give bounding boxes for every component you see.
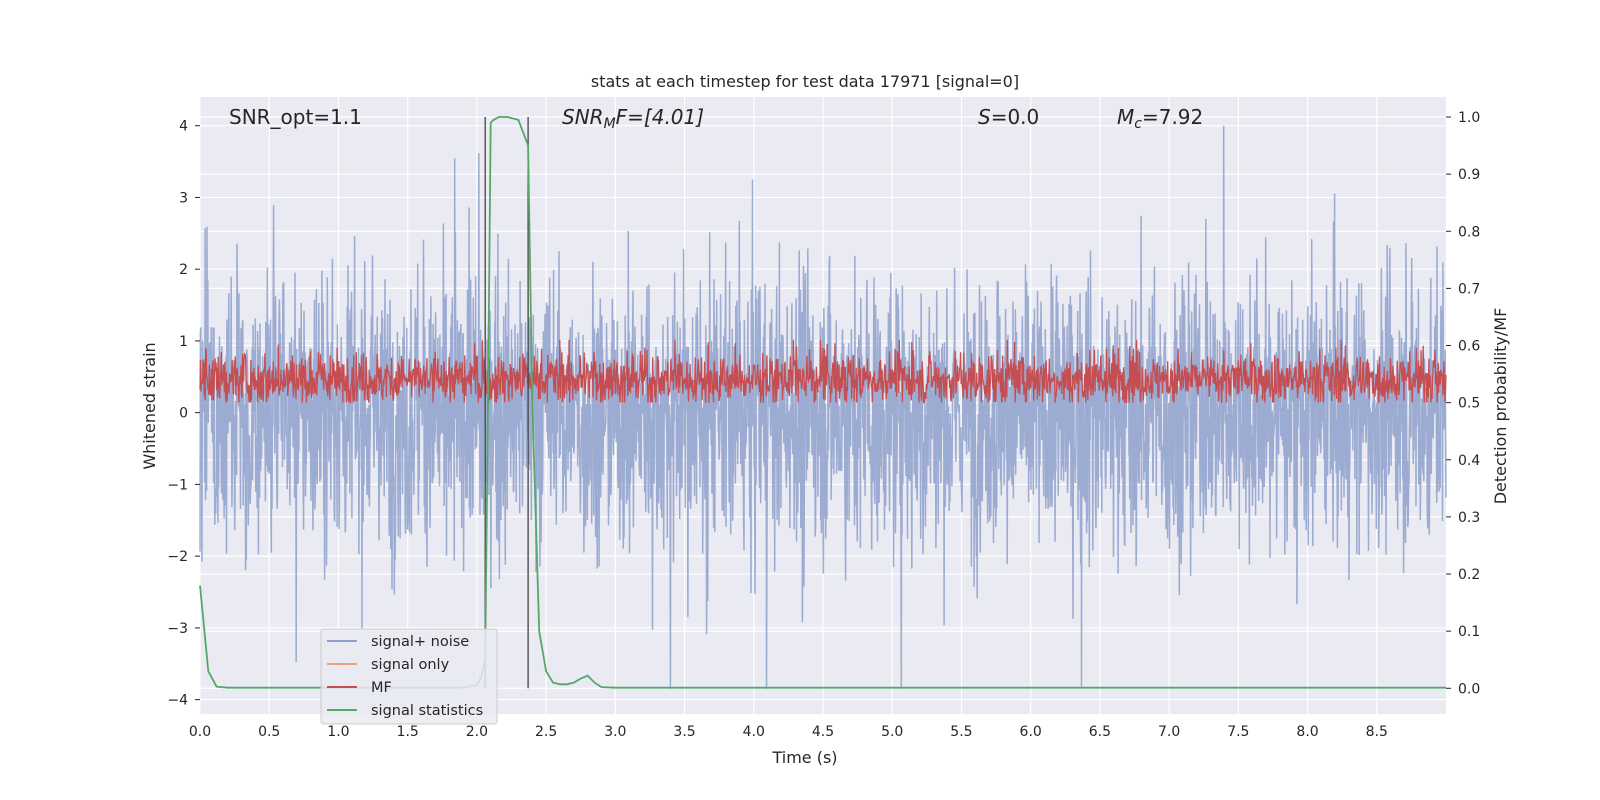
x-axis-label: Time (s) — [771, 748, 837, 767]
annotation-s-rest: =0.0 — [991, 105, 1040, 129]
y-axis-label-right: Detection probability/MF — [1491, 308, 1510, 505]
x-tick-label: 5.0 — [881, 724, 903, 740]
annotation-s-main: S — [978, 105, 991, 129]
x-tick-label: 3.5 — [673, 724, 695, 740]
x-tick-label: 6.0 — [1020, 724, 1042, 740]
y-right-tick-label: 0.3 — [1458, 510, 1480, 526]
annotation-s: S=0.0 — [978, 105, 1039, 129]
x-tick-label: 1.5 — [397, 724, 419, 740]
y-right-tick-label: 0.4 — [1458, 453, 1480, 469]
y-left-tick-label: −3 — [167, 621, 188, 637]
annotation-mc-rest: =7.92 — [1142, 105, 1203, 129]
x-tick-label: 4.0 — [743, 724, 765, 740]
legend-label-mf: MF — [371, 680, 392, 696]
line-signal-plus-noise — [199, 125, 1447, 689]
y-left-tick-label: 2 — [179, 262, 188, 278]
y-axis-label-left: Whitened strain — [140, 342, 159, 469]
y-right-tick-label: 0.9 — [1458, 167, 1480, 183]
series-mf — [199, 339, 1447, 404]
annotation-snr-mf-rest: F=[4.01] — [616, 105, 704, 129]
x-tick-label: 8.0 — [1296, 724, 1318, 740]
x-tick-label: 2.5 — [535, 724, 557, 740]
legend-label-signal-only: signal only — [371, 657, 450, 673]
y-left-tick-label: 3 — [179, 190, 188, 206]
x-tick-label: 7.0 — [1158, 724, 1180, 740]
y-right-tick-label: 0.0 — [1458, 681, 1480, 697]
annotation-snr-mf-sub: M — [604, 116, 616, 132]
y-right-tick-label: 0.2 — [1458, 567, 1480, 583]
x-tick-label: 2.0 — [466, 724, 488, 740]
x-tick-label: 7.5 — [1227, 724, 1249, 740]
annotation-snr-opt: SNR_opt=1.1 — [229, 105, 362, 129]
axis-ticks: 0.0 0.5 1.0 1.5 2.0 2.5 3.0 3.5 4.0 4.5 5.0 5.5 6.0 6… — [167, 110, 1480, 740]
x-tick-label: 0.5 — [258, 724, 280, 740]
legend: signal+ noise signal only MF signal stat… — [320, 628, 498, 725]
y-left-tick-label: 1 — [179, 334, 188, 350]
chart-title: stats at each timestep for test data 179… — [591, 72, 1019, 91]
y-left-tick-label: −1 — [167, 477, 188, 493]
annotation-mc-sub: c — [1134, 116, 1142, 132]
legend-label-signal-statistics: signal statistics — [371, 703, 483, 719]
y-right-tick-label: 1.0 — [1458, 110, 1480, 126]
y-right-tick-label: 0.7 — [1458, 281, 1480, 297]
y-left-tick-label: −4 — [167, 693, 188, 709]
line-mf — [199, 339, 1447, 404]
y-right-tick-label: 0.8 — [1458, 224, 1480, 240]
series-signal-plus-noise — [199, 125, 1447, 689]
legend-label-signal-plus-noise: signal+ noise — [371, 634, 469, 650]
annotation-snr-mf: SNRMF=[4.01] — [562, 105, 704, 132]
x-tick-label: 0.0 — [189, 724, 211, 740]
x-tick-label: 3.0 — [604, 724, 626, 740]
x-tick-label: 1.0 — [327, 724, 349, 740]
y-left-tick-label: 4 — [179, 119, 188, 135]
x-tick-label: 8.5 — [1366, 724, 1388, 740]
x-tick-label: 4.5 — [812, 724, 834, 740]
x-tick-label: 5.5 — [950, 724, 972, 740]
y-left-tick-label: −2 — [167, 549, 188, 565]
legend-box — [320, 628, 498, 725]
y-right-tick-label: 0.1 — [1458, 624, 1480, 640]
x-tick-label: 6.5 — [1089, 724, 1111, 740]
annotation-mc: Mc=7.92 — [1117, 105, 1203, 132]
annotation-mc-main: M — [1117, 105, 1134, 129]
y-right-tick-label: 0.6 — [1458, 339, 1480, 355]
annotation-snr-mf-main: SNR — [562, 105, 604, 129]
y-right-tick-label: 0.5 — [1458, 396, 1480, 412]
y-left-tick-label: 0 — [179, 406, 188, 422]
